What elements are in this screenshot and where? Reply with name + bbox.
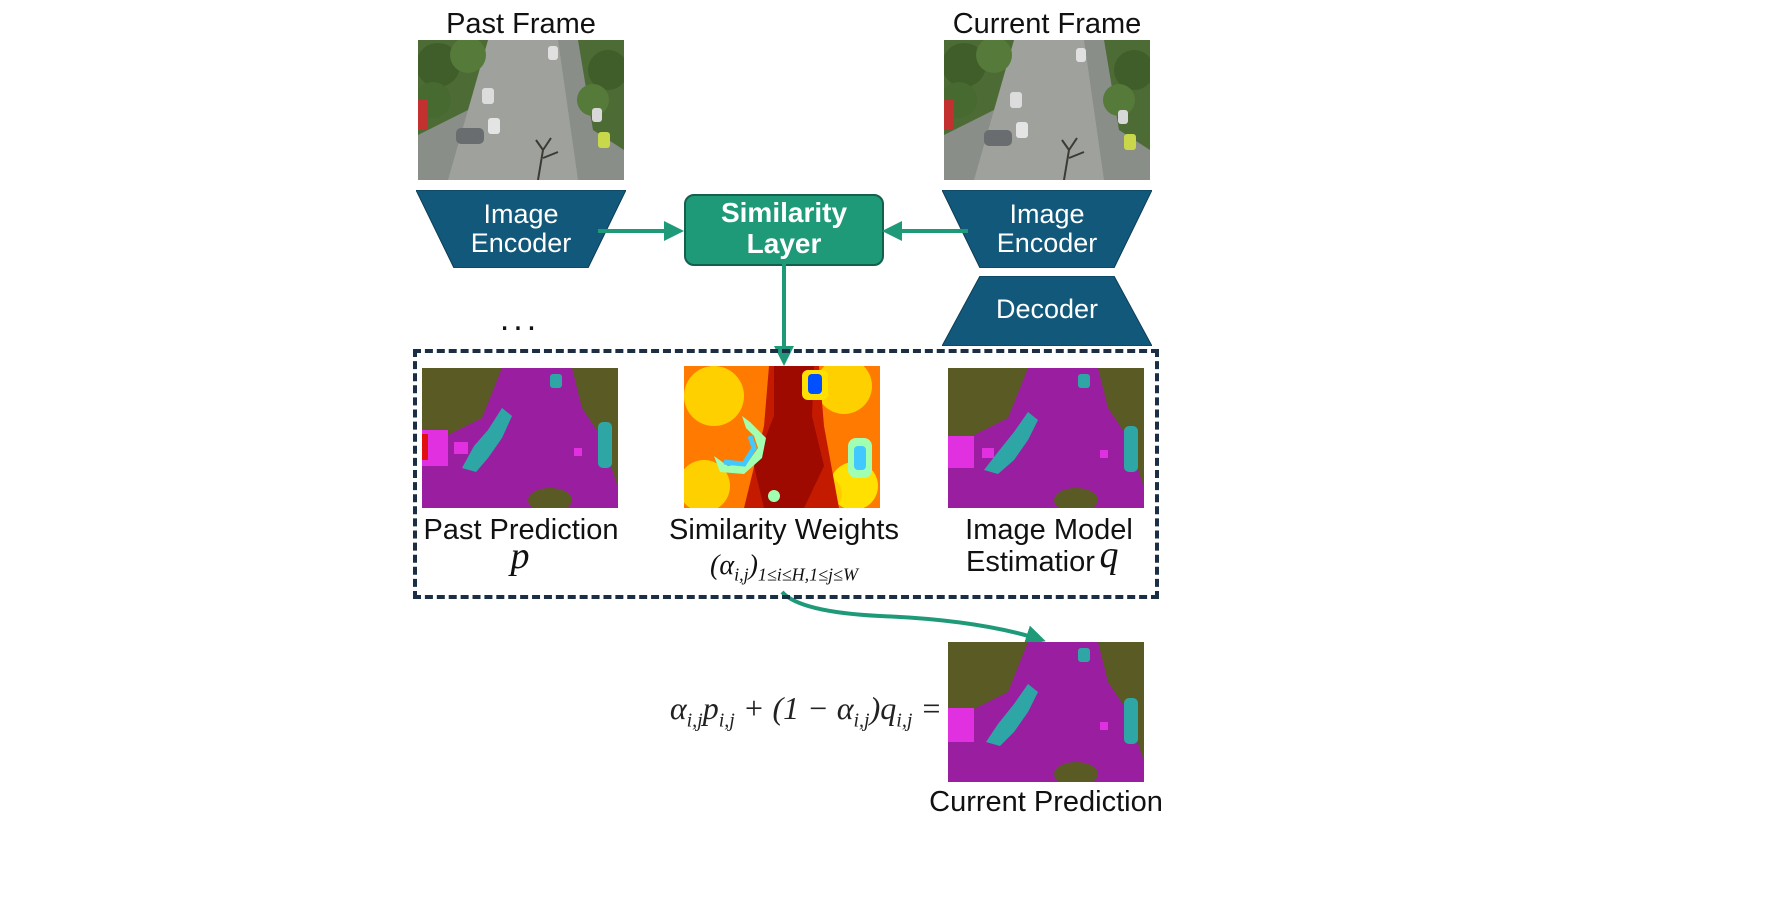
past-frame-label: Past Frame bbox=[446, 8, 596, 40]
similarity-weights-label: Similarity Weights bbox=[669, 514, 899, 546]
current-frame-image bbox=[944, 40, 1150, 180]
prediction-group-box bbox=[413, 349, 1159, 599]
right-encoder-label: Image Encoder bbox=[996, 199, 1098, 258]
similarity-weights-heatmap bbox=[684, 366, 880, 508]
image-model-estimation-image bbox=[948, 368, 1144, 508]
similarity-weights-formula: (αi,j)1≤i≤H,1≤j≤W bbox=[710, 550, 858, 585]
past-prediction-symbol: p bbox=[510, 535, 530, 577]
past-frame-image bbox=[418, 40, 624, 180]
current-prediction-image bbox=[948, 642, 1144, 782]
right-encoder-shape bbox=[942, 190, 1152, 268]
similarity-layer-box bbox=[684, 194, 884, 266]
decoder-shape bbox=[942, 276, 1152, 346]
ellipsis: ... bbox=[499, 300, 541, 338]
similarity-layer-label: Similarity Layer bbox=[720, 197, 848, 259]
image-model-label-line2: Estimatior bbox=[966, 546, 1095, 578]
current-prediction-label: Current Prediction bbox=[929, 786, 1163, 818]
left-encoder-label: Image Encoder bbox=[470, 199, 572, 258]
past-prediction-label: Past Prediction bbox=[423, 514, 619, 546]
past-prediction-image bbox=[422, 368, 618, 508]
current-frame-label: Current Frame bbox=[952, 8, 1142, 40]
image-model-label-line1: Image Model bbox=[965, 514, 1133, 546]
arrow-to-current-prediction bbox=[780, 590, 1046, 645]
left-encoder-shape bbox=[416, 190, 626, 268]
image-model-symbol: q bbox=[1099, 534, 1119, 576]
combination-equation: αi,jpi,j + (1 − αi,j)qi,j = bbox=[669, 690, 942, 732]
decoder-label: Decoder bbox=[995, 294, 1099, 324]
